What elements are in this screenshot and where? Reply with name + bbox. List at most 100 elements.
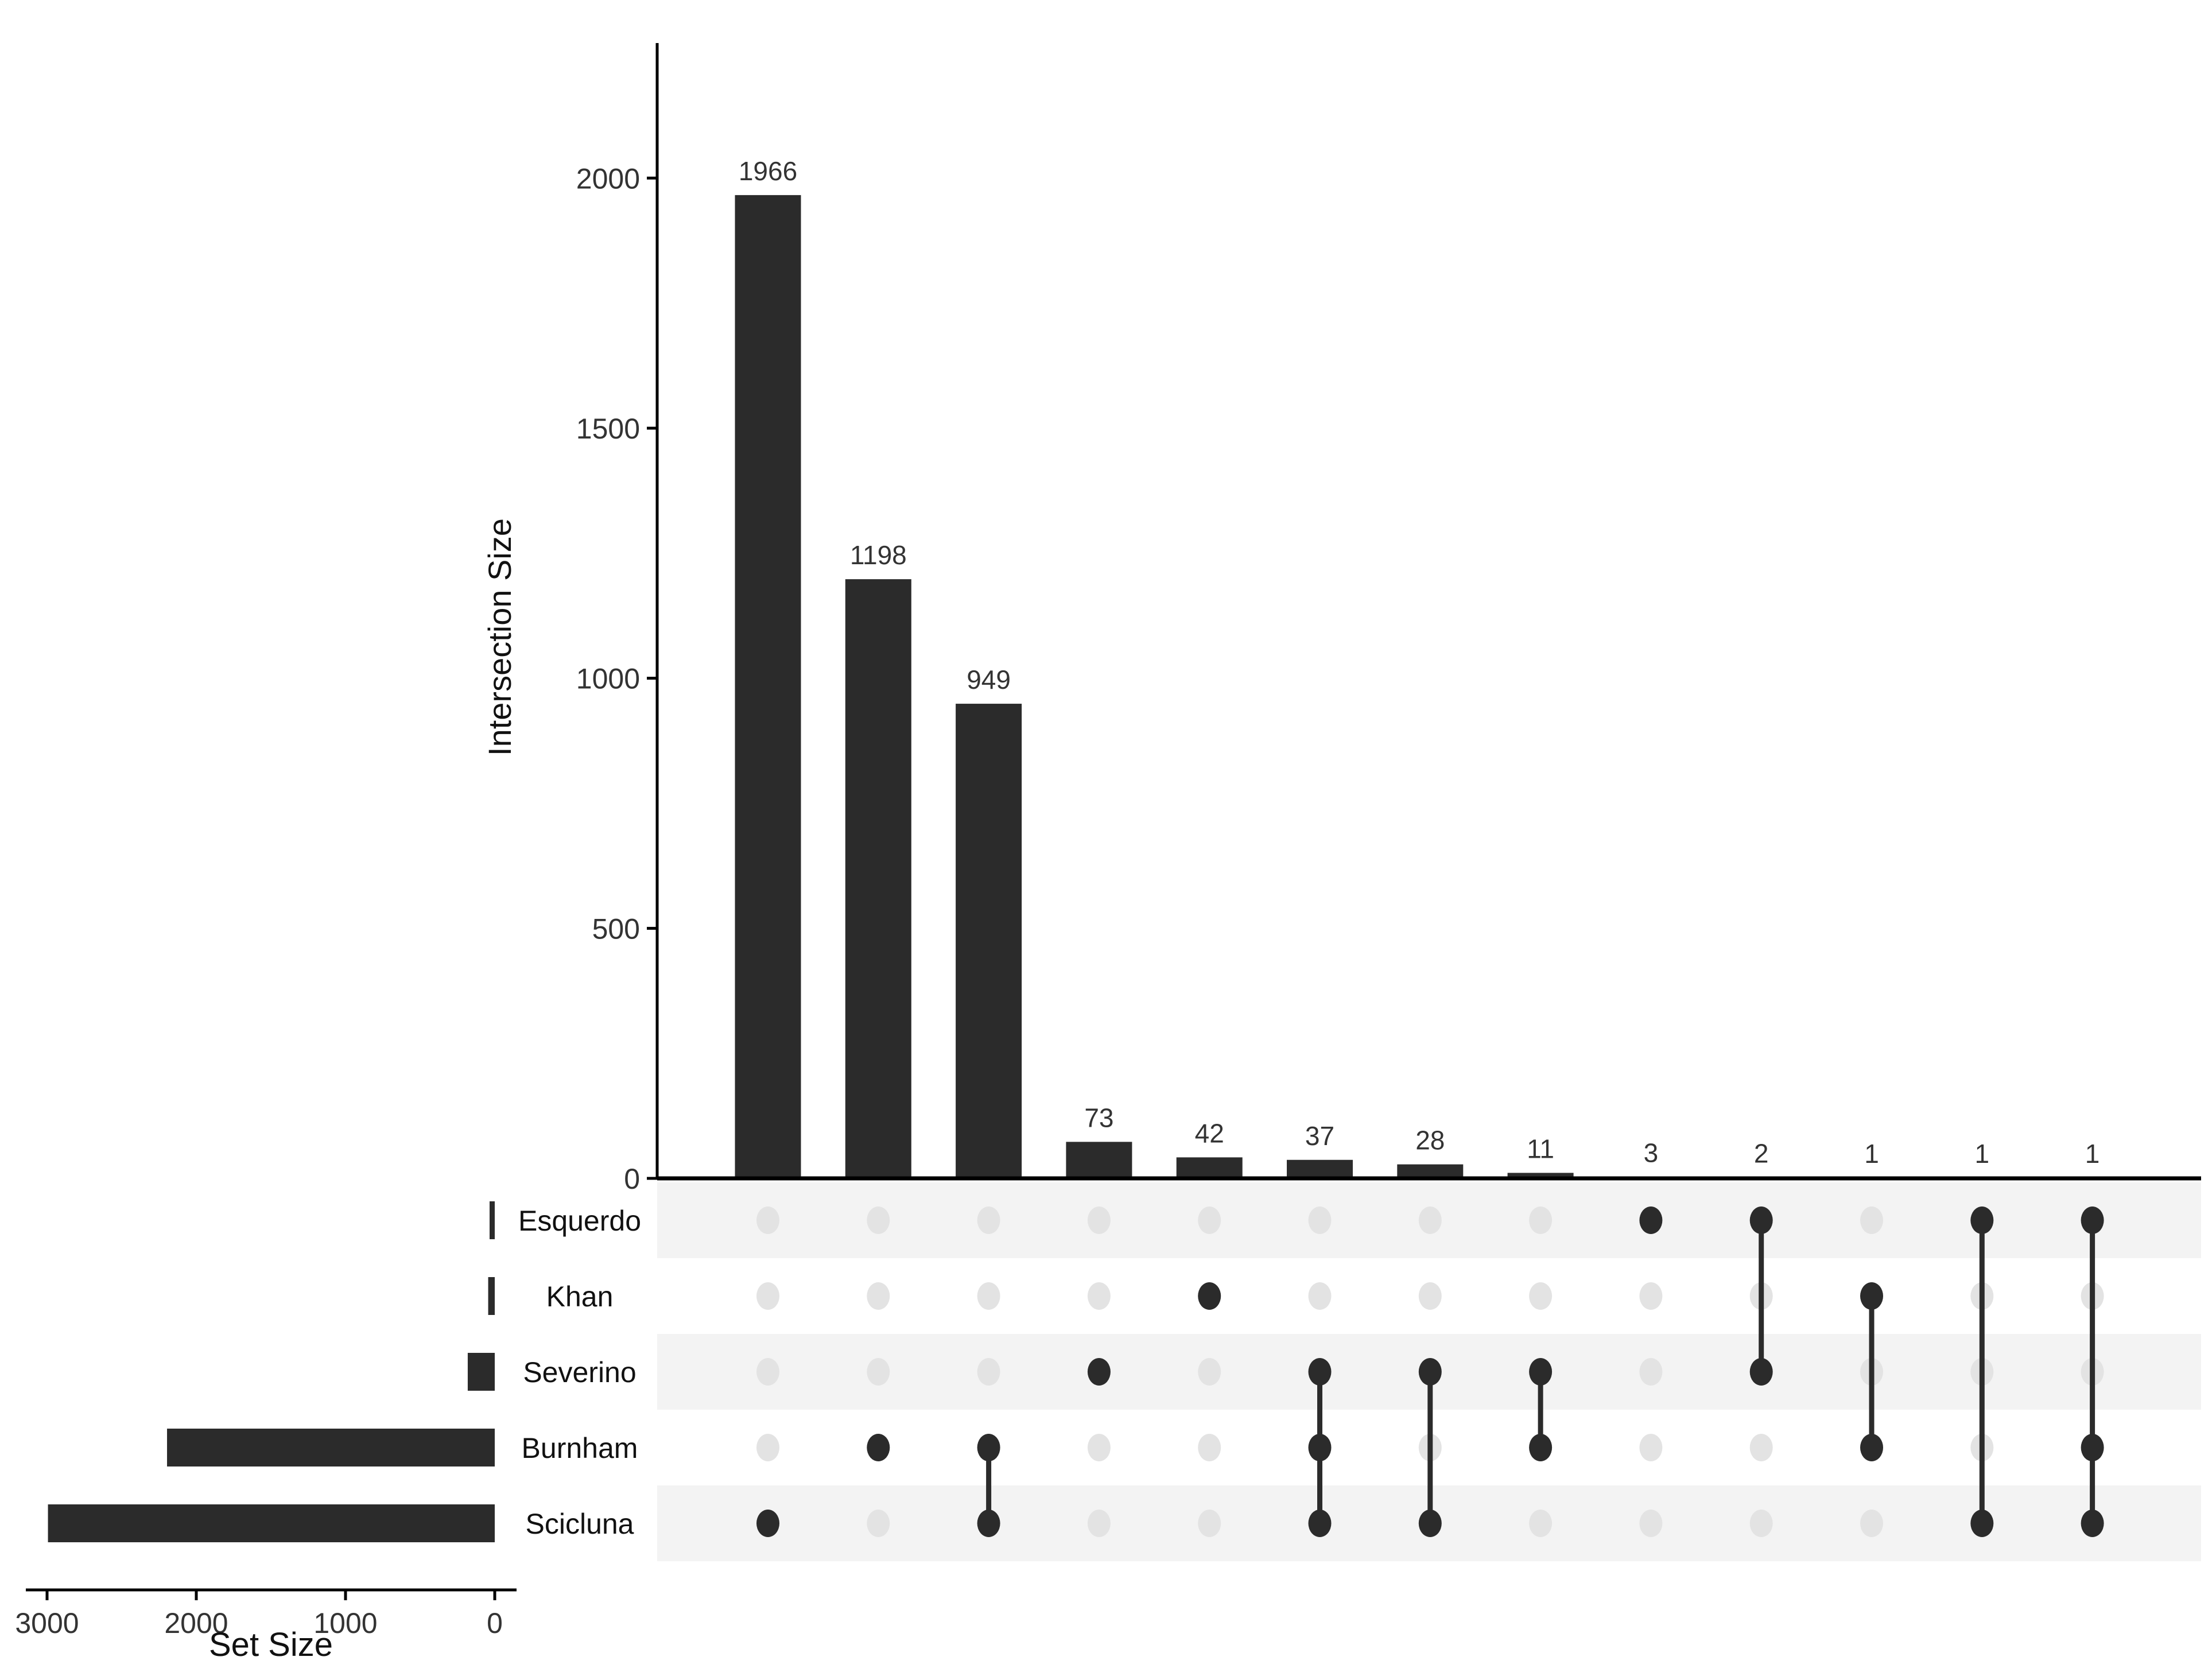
matrix-dot-inactive <box>1087 1510 1111 1537</box>
intersection-bar <box>735 195 801 1178</box>
matrix-dot-inactive <box>977 1358 1000 1386</box>
matrix-dot-inactive <box>867 1282 890 1310</box>
matrix-dot-inactive <box>1198 1434 1221 1461</box>
intersection-bar <box>1287 1159 1353 1178</box>
matrix-dot-inactive <box>1639 1510 1663 1537</box>
intersection-value-label: 37 <box>1305 1121 1334 1151</box>
matrix-dot-active <box>867 1434 890 1461</box>
intersection-y-axis: 0 500 1000 1500 2000 <box>576 43 2201 1195</box>
matrix-dot-active <box>1860 1282 1883 1310</box>
set-size-axis: 3000 2000 1000 0 <box>15 1588 517 1639</box>
matrix-dot-inactive <box>1529 1282 1553 1310</box>
intersection-value-label: 73 <box>1084 1103 1113 1132</box>
matrix-dot-active <box>1308 1434 1332 1461</box>
set-size-bar <box>167 1429 495 1466</box>
matrix-dot-inactive <box>1639 1358 1663 1386</box>
matrix-dot-active <box>1749 1206 1773 1234</box>
matrix-dot-active <box>1970 1206 1994 1234</box>
matrix-dot-active <box>1308 1358 1332 1386</box>
membership-matrix <box>756 1206 2104 1537</box>
matrix-dot-inactive <box>1860 1510 1883 1537</box>
matrix-dot-inactive <box>1087 1206 1111 1234</box>
matrix-dot-inactive <box>867 1358 890 1386</box>
matrix-dot-inactive <box>1749 1510 1773 1537</box>
matrix-dot-active <box>977 1510 1000 1537</box>
set-size-bars <box>48 1201 495 1542</box>
intersection-value-label: 1 <box>1864 1139 1879 1169</box>
matrix-dot-active <box>2081 1206 2104 1234</box>
set-name-label: Scicluna <box>526 1508 634 1540</box>
matrix-dot-inactive <box>1639 1434 1663 1461</box>
matrix-dot-inactive <box>1198 1206 1221 1234</box>
matrix-dot-inactive <box>1529 1510 1553 1537</box>
set-axis-tick-label: 3000 <box>15 1607 79 1639</box>
matrix-dot-active <box>1308 1510 1332 1537</box>
intersection-bar <box>845 579 911 1178</box>
set-size-bar <box>490 1201 495 1239</box>
matrix-dot-inactive <box>1087 1434 1111 1461</box>
set-name-label: Esquerdo <box>518 1205 641 1237</box>
y-tick-label: 0 <box>624 1163 640 1195</box>
y-tick-label: 2000 <box>576 162 640 195</box>
matrix-dot-active <box>1198 1282 1221 1310</box>
intersection-bar <box>1397 1164 1464 1178</box>
set-size-axis-title: Set Size <box>209 1626 333 1663</box>
intersection-value-label: 11 <box>1527 1134 1554 1163</box>
matrix-dot-inactive <box>1860 1206 1883 1234</box>
matrix-dot-inactive <box>756 1206 779 1234</box>
matrix-dot-active <box>1087 1358 1111 1386</box>
matrix-dot-active <box>1529 1358 1553 1386</box>
intersection-value-label: 28 <box>1415 1126 1445 1155</box>
matrix-dot-inactive <box>756 1434 779 1461</box>
intersection-bar <box>1176 1157 1243 1178</box>
intersection-bar <box>1066 1142 1132 1178</box>
set-size-bar <box>488 1277 495 1315</box>
intersection-bar <box>1507 1173 1574 1178</box>
matrix-dot-inactive <box>867 1510 890 1537</box>
set-axis-tick-label: 0 <box>487 1607 503 1639</box>
matrix-dot-inactive <box>756 1282 779 1310</box>
matrix-dot-inactive <box>1749 1434 1773 1461</box>
matrix-dot-active <box>1418 1358 1442 1386</box>
set-name-labels: Esquerdo Khan Severino Burnham Scicluna <box>518 1205 641 1540</box>
intersection-value-label: 949 <box>967 665 1011 695</box>
intersection-value-label: 2 <box>1754 1138 1769 1168</box>
matrix-dot-inactive <box>1198 1510 1221 1537</box>
matrix-dot-active <box>1418 1510 1442 1537</box>
matrix-dot-inactive <box>756 1358 779 1386</box>
set-size-bar <box>48 1504 495 1542</box>
matrix-dot-active <box>1749 1358 1773 1386</box>
matrix-dot-active <box>2081 1434 2104 1461</box>
matrix-dot-inactive <box>1308 1282 1332 1310</box>
matrix-dot-active <box>977 1434 1000 1461</box>
matrix-dot-inactive <box>867 1206 890 1234</box>
intersection-value-label: 1198 <box>850 540 907 570</box>
intersection-bar <box>956 704 1022 1178</box>
intersection-axis-title: Intersection Size <box>482 518 518 756</box>
matrix-dot-inactive <box>1308 1206 1332 1234</box>
matrix-dot-inactive <box>1198 1358 1221 1386</box>
matrix-dot-inactive <box>977 1282 1000 1310</box>
intersection-value-label: 1 <box>1975 1139 1990 1169</box>
intersection-value-label: 1 <box>2085 1139 2100 1169</box>
matrix-dot-inactive <box>1418 1206 1442 1234</box>
matrix-dot-active <box>756 1510 779 1537</box>
set-name-label: Severino <box>523 1356 636 1388</box>
set-name-label: Khan <box>546 1281 614 1313</box>
intersection-value-label: 3 <box>1644 1138 1659 1167</box>
matrix-dot-active <box>1970 1510 1994 1537</box>
intersection-value-label: 42 <box>1195 1118 1224 1148</box>
matrix-dot-inactive <box>1087 1282 1111 1310</box>
matrix-dot-active <box>1639 1206 1663 1234</box>
matrix-dot-active <box>1529 1434 1553 1461</box>
matrix-dot-active <box>2081 1510 2104 1537</box>
intersection-value-label: 1966 <box>739 156 797 186</box>
y-tick-label: 1000 <box>576 663 640 695</box>
y-tick-label: 500 <box>592 913 640 945</box>
matrix-dot-active <box>1860 1434 1883 1461</box>
set-name-label: Burnham <box>522 1432 638 1464</box>
matrix-dot-inactive <box>1639 1282 1663 1310</box>
